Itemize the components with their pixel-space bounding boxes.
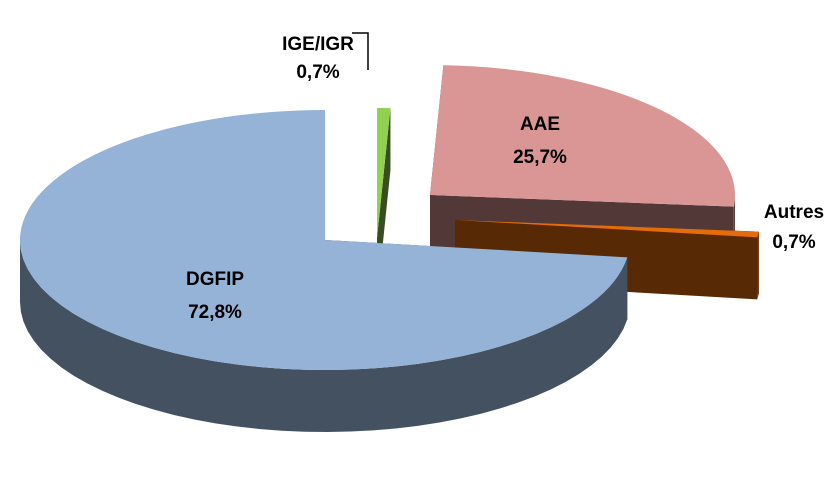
slice-label: IGE/IGR	[282, 34, 354, 55]
slice-label: DGFIP	[186, 269, 244, 290]
slice	[20, 110, 628, 370]
slice	[430, 65, 735, 207]
slice-label: AAE	[520, 114, 560, 135]
slice	[377, 108, 391, 238]
labels: IGE/IGR 0,7% AAE 25,7% Autres 0,7% DGFIP 72,8%	[186, 34, 824, 323]
slice-side	[20, 240, 628, 432]
value-label: 25,7%	[513, 147, 567, 168]
pie	[20, 65, 759, 432]
leader-line	[352, 32, 369, 70]
slice-label: Autres	[764, 202, 824, 223]
slice-side	[757, 231, 759, 300]
value-label: 0,7%	[772, 232, 815, 253]
value-label: 72,8%	[188, 302, 242, 323]
slice	[455, 220, 759, 238]
value-label: 0,7%	[296, 62, 339, 83]
